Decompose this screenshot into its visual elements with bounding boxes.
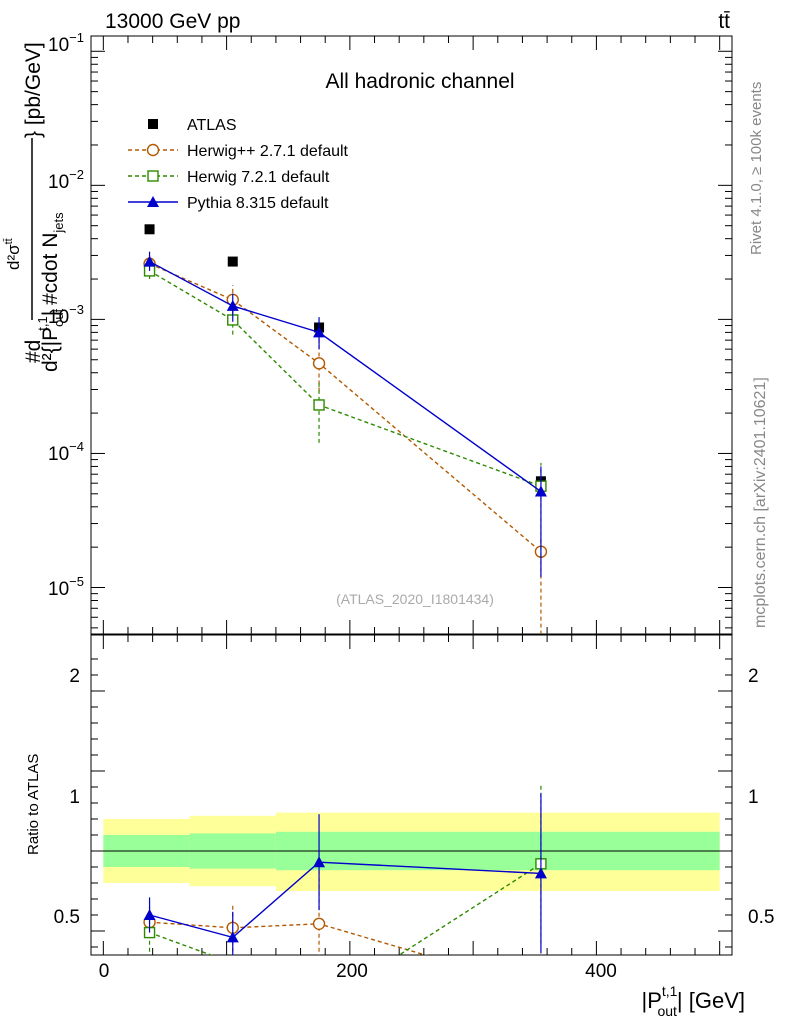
- series-herwig-7-2-1-default: [143, 263, 547, 557]
- main-y-axis-label: #d d²σtt̄ d²{|Poutt,1| #cdot Njets } [pb…: [3, 42, 66, 372]
- xtick-label-2: 400: [585, 961, 617, 982]
- legend-symbol-herwig-2-7-1-default: [146, 143, 160, 157]
- legend-marker-herwigpp: [128, 143, 178, 157]
- legend-entry-herwig7: Herwig 7.2.1 default: [128, 169, 330, 186]
- axis-ticks: [91, 36, 732, 955]
- legend-entry-atlas: ATLAS: [148, 117, 237, 134]
- main-panel-frame: [90, 35, 733, 635]
- ratio-point-pythia-8-315-default: [143, 909, 156, 920]
- ratio-line-herwig-2-7-1-default: [149, 921, 428, 955]
- series-pythia-8-315-default: [143, 251, 547, 577]
- ylabel-closing: } [pb/GeV]: [22, 42, 45, 138]
- ratio-ytick-label-left-2: 2: [69, 666, 80, 687]
- ratio-point-pythia-8-315-default: [226, 931, 239, 943]
- analysis-id: (ATLAS_2020_I1801434): [336, 591, 494, 607]
- legend-label-herwig7: Herwig 7.2.1 default: [187, 169, 330, 186]
- ratio-ytick-label-left-0: 0.5: [54, 907, 80, 928]
- ratio-line-herwig-7-2-1-default: [149, 863, 542, 955]
- ratio-ytick-label-left-1: 1: [69, 787, 80, 808]
- ratio-point-herwig-2-7-1-default: [312, 917, 326, 930]
- xtick-label-0: 0: [99, 961, 110, 982]
- ylabel-numerator: d²σtt̄: [3, 238, 23, 270]
- legend-symbol-atlas: [148, 119, 158, 129]
- x-axis-label: |Pt,1 out| [GeV]: [641, 983, 745, 1019]
- line-pythia-8-315-default: [149, 260, 542, 493]
- ratio-ytick-label-right-1: 1: [748, 787, 759, 808]
- line-herwig-7-2-1-default: [149, 270, 542, 487]
- xtick-label-1: 200: [336, 961, 368, 982]
- mcplots-label: mcplots.cern.ch [arXiv:2401.10621]: [752, 377, 769, 628]
- legend-symbol-pythia-8-315-default: [147, 196, 159, 207]
- point-atlas: [227, 256, 238, 267]
- ratio-panel-data: [143, 783, 547, 955]
- legend-symbol-herwig-7-2-1-default: [147, 170, 159, 182]
- point-pythia-8-315-default: [313, 326, 326, 338]
- point-pythia-8-315-default: [226, 299, 239, 311]
- ytick-label-0: 10−1: [48, 30, 84, 56]
- ytick-label-2: 10−3: [48, 302, 84, 328]
- ratio-point-pythia-8-315-default: [534, 867, 547, 879]
- ratio-y-axis-label: Ratio to ATLAS: [25, 754, 42, 855]
- series-atlas: [144, 224, 546, 487]
- main-panel-data: [143, 224, 548, 634]
- legend-label-atlas: ATLAS: [187, 117, 237, 134]
- ratio-panel-frame: [90, 634, 733, 956]
- point-pythia-8-315-default: [143, 255, 156, 267]
- point-herwig-7-2-1-default: [313, 399, 325, 411]
- ratio-ytick-label-right-2: 2: [748, 666, 759, 687]
- ratio-uncertainty-bands: [91, 812, 732, 891]
- legend-entry-herwigpp: Herwig++ 2.7.1 default: [128, 143, 349, 160]
- point-pythia-8-315-default: [534, 485, 547, 497]
- process-label: tt̄: [718, 10, 730, 33]
- ytick-label-3: 10−4: [48, 439, 84, 465]
- legend: ATLAS Herwig++ 2.7.1 default Herwig 7.2.…: [128, 117, 349, 212]
- point-herwig-2-7-1-default: [312, 357, 326, 370]
- legend-label-herwigpp: Herwig++ 2.7.1 default: [187, 143, 349, 160]
- chart-title: All hadronic channel: [325, 70, 514, 93]
- line-herwig-2-7-1-default: [149, 263, 542, 553]
- legend-entry-pythia: Pythia 8.315 default: [128, 195, 329, 212]
- energy-label: 13000 GeV pp: [105, 10, 240, 33]
- legend-label-pythia: Pythia 8.315 default: [187, 195, 329, 212]
- ylabel-denominator: d²{|Poutt,1| #cdot Njets: [35, 212, 66, 372]
- main-y-tick-labels: 10−1 10−2 10−3 10−4 10−5: [48, 30, 84, 600]
- ratio-series-pythia-8-315-default: [143, 793, 547, 955]
- ytick-label-4: 10−5: [48, 574, 84, 600]
- legend-marker-atlas: [148, 119, 158, 129]
- ratio-ytick-label-right-0: 0.5: [748, 907, 774, 928]
- ratio-line-pythia-8-315-default: [149, 861, 541, 939]
- ratio-point-pythia-8-315-default: [313, 856, 326, 868]
- ytick-label-1: 10−2: [48, 167, 84, 193]
- ratio-y-tick-labels: 0.5 1 2 0.5 1 2: [54, 666, 775, 928]
- legend-marker-herwig7: [128, 170, 178, 182]
- x-tick-labels: 0 200 400: [99, 961, 617, 982]
- legend-marker-pythia: [128, 196, 178, 207]
- ylabel-prefix: #d: [22, 340, 45, 363]
- rivet-label: Rivet 4.1.0, ≥ 100k events: [748, 82, 765, 255]
- point-atlas: [144, 224, 155, 235]
